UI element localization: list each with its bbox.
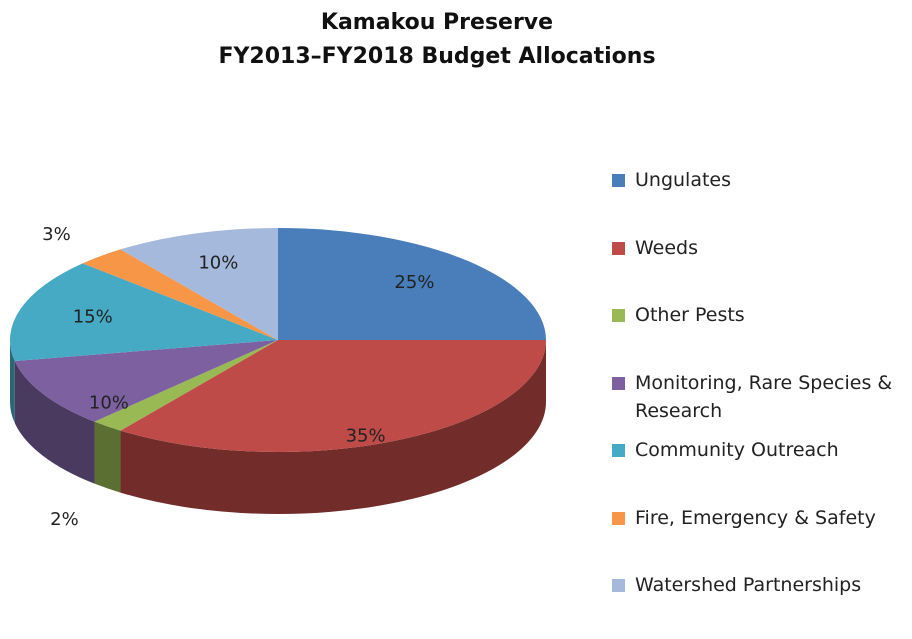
chart-title: Kamakou Preserve <box>320 10 554 35</box>
legend-item: Other Pests <box>612 301 907 369</box>
slice <box>9 263 278 361</box>
chart: 25% 35% 2% 10% 15% 3% 10% <box>9 224 547 530</box>
slice <box>14 340 279 422</box>
legend-swatch <box>612 174 625 187</box>
slice-side <box>94 421 121 493</box>
legend-label: Monitoring, Rare Species & Research <box>635 371 893 422</box>
legend-label: Watershed Partnerships <box>635 574 862 596</box>
legend-swatch <box>612 444 625 457</box>
data-label: 35% <box>346 426 386 447</box>
legend-item: Monitoring, Rare Species & Research <box>612 369 907 437</box>
slice-side <box>10 340 15 423</box>
data-label: 3% <box>42 224 71 245</box>
slice <box>120 228 279 340</box>
legend-item: Weeds <box>612 234 907 302</box>
legend: Ungulates Weeds Other Pests Monitoring, Rar… <box>612 166 907 639</box>
legend-item: Ungulates <box>612 166 907 234</box>
legend-label: Fire, Emergency & Safety <box>635 506 876 529</box>
slice <box>94 340 278 431</box>
legend-item: Fire, Emergency & Safety <box>612 504 907 572</box>
chart-subtitle: FY2013–FY2018 Budget Allocations <box>218 44 656 69</box>
legend-label: Other Pests <box>635 304 745 326</box>
legend-swatch <box>612 511 625 525</box>
data-label: 15% <box>73 307 113 328</box>
data-label: 25% <box>394 272 434 293</box>
page: {"chart_data": {"type": "pie", "title": … <box>0 6 893 596</box>
legend-label: Community Outreach <box>635 439 839 461</box>
legend-swatch <box>612 376 625 390</box>
legend-label: Weeds <box>635 236 699 259</box>
legend-swatch <box>612 579 625 592</box>
legend-label: Ungulates <box>635 169 732 191</box>
legend-swatch <box>612 309 625 322</box>
slice <box>120 340 547 452</box>
legend-item: Community Outreach <box>612 436 907 504</box>
title-block: Kamakou Preserve FY2013–FY2018 Budget Al… <box>0 6 874 74</box>
slice-side <box>14 360 95 484</box>
slice <box>82 249 278 340</box>
legend-swatch <box>612 241 625 255</box>
data-label: 10% <box>89 393 129 414</box>
data-label: 2% <box>50 509 79 530</box>
legend-item: Watershed Partnerships <box>612 571 907 639</box>
data-label: 10% <box>198 252 238 273</box>
slice-side <box>120 340 547 514</box>
slice <box>278 228 546 340</box>
